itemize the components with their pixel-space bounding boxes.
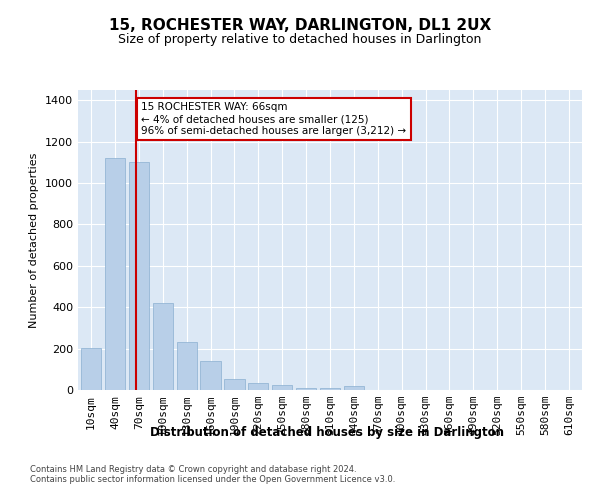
Bar bbox=[200, 361, 221, 390]
Y-axis label: Number of detached properties: Number of detached properties bbox=[29, 152, 40, 328]
Text: 15 ROCHESTER WAY: 66sqm
← 4% of detached houses are smaller (125)
96% of semi-de: 15 ROCHESTER WAY: 66sqm ← 4% of detached… bbox=[141, 102, 406, 136]
Bar bbox=[272, 386, 292, 390]
Text: Contains HM Land Registry data © Crown copyright and database right 2024.: Contains HM Land Registry data © Crown c… bbox=[30, 466, 356, 474]
Text: Distribution of detached houses by size in Darlington: Distribution of detached houses by size … bbox=[150, 426, 504, 439]
Bar bbox=[81, 348, 101, 390]
Bar bbox=[224, 378, 245, 390]
Bar bbox=[152, 303, 173, 390]
Bar bbox=[129, 162, 149, 390]
Bar bbox=[296, 388, 316, 390]
Text: Contains public sector information licensed under the Open Government Licence v3: Contains public sector information licen… bbox=[30, 476, 395, 484]
Text: 15, ROCHESTER WAY, DARLINGTON, DL1 2UX: 15, ROCHESTER WAY, DARLINGTON, DL1 2UX bbox=[109, 18, 491, 32]
Bar bbox=[248, 383, 268, 390]
Text: Size of property relative to detached houses in Darlington: Size of property relative to detached ho… bbox=[118, 32, 482, 46]
Bar bbox=[320, 388, 340, 390]
Bar bbox=[344, 386, 364, 390]
Bar bbox=[105, 158, 125, 390]
Bar bbox=[176, 342, 197, 390]
